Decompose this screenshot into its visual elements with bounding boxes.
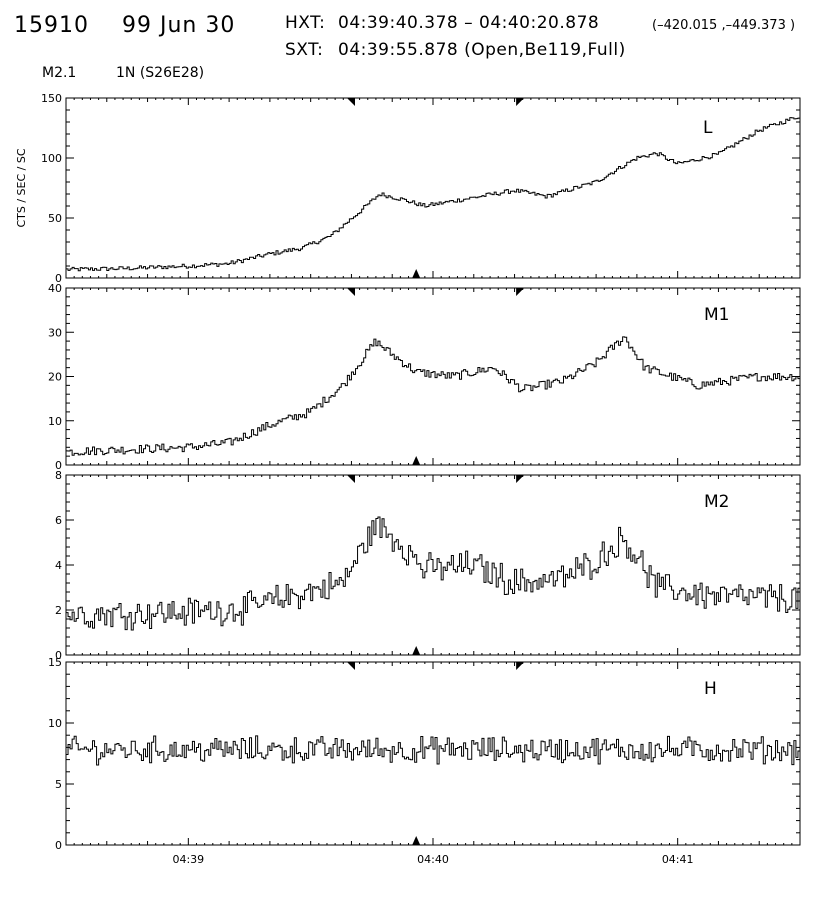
panel-m1-ytick-label: 0 [55,459,62,472]
hxt-label: HXT: [285,13,326,33]
panel-l-hxt-start-marker [346,98,355,106]
hxt-coordinates: (–420.015 ,–449.373 ) [652,18,796,33]
panel-m2-series-line [66,516,800,631]
panel-m2-hxt-start-marker [346,475,355,483]
panel-m2-ytick-label: 8 [55,469,62,482]
panel-h-label: H [704,679,717,699]
panel-m1-hxt-start-marker [346,288,355,296]
flare-id: 15910 [14,13,89,38]
panel-l-ytick-label: 150 [41,92,62,105]
x-tick-label: 04:40 [417,853,449,866]
panel-m1-ytick-label: 30 [48,326,62,339]
panel-l-ytick-label: 0 [55,272,62,285]
panel-m1-ytick-label: 10 [48,415,62,428]
panel-m1-sxt-marker [412,456,421,465]
panel-h-hxt-end-marker [516,662,525,670]
panel-h-sxt-marker [412,836,421,845]
panel-l-hxt-end-marker [516,98,525,106]
panel-l-sxt-marker [412,269,421,278]
panel-m1-series-line [66,336,800,456]
panel-l-label: L [703,118,713,138]
panel-m2-hxt-end-marker [516,475,525,483]
goes-class: M2.1 [42,65,77,81]
panel-h-ytick-label: 10 [48,717,62,730]
panel-h-hxt-start-marker [346,662,355,670]
panel-m2-sxt-marker [412,646,421,655]
panel-m1-ytick-label: 40 [48,282,62,295]
panel-l-ytick-label: 50 [48,212,62,225]
panel-h-series-line [66,735,800,766]
flare-location: 1N (S26E28) [116,65,205,81]
panel-m2-label: M2 [704,492,729,512]
y-axis-label: CTS / SEC / SC [15,148,28,227]
sxt-time: 04:39:55.878 (Open,Be119,Full) [338,40,626,60]
panel-l-ytick-label: 100 [41,152,62,165]
panel-h-ytick-label: 15 [48,656,62,669]
sxt-label: SXT: [285,40,324,60]
panel-m2-ytick-label: 2 [55,604,62,617]
panel-m2-ytick-label: 0 [55,649,62,662]
panel-l-frame [65,97,801,279]
panel-m1-frame [65,287,801,466]
panel-m1-hxt-end-marker [516,288,525,296]
panel-h-ytick-label: 0 [55,839,62,852]
panel-l-series-line [66,117,800,272]
panel-m1-label: M1 [704,305,729,325]
observation-date: 99 Jun 30 [122,13,236,38]
panel-h-ytick-label: 5 [55,778,62,791]
hxt-range: 04:39:40.378 – 04:40:20.878 [338,13,600,33]
panel-m2-ytick-label: 4 [55,559,62,572]
x-tick-label: 04:41 [662,853,694,866]
x-tick-label: 04:39 [172,853,204,866]
panel-m2-ytick-label: 6 [55,514,62,527]
panel-m1-ytick-label: 20 [48,371,62,384]
